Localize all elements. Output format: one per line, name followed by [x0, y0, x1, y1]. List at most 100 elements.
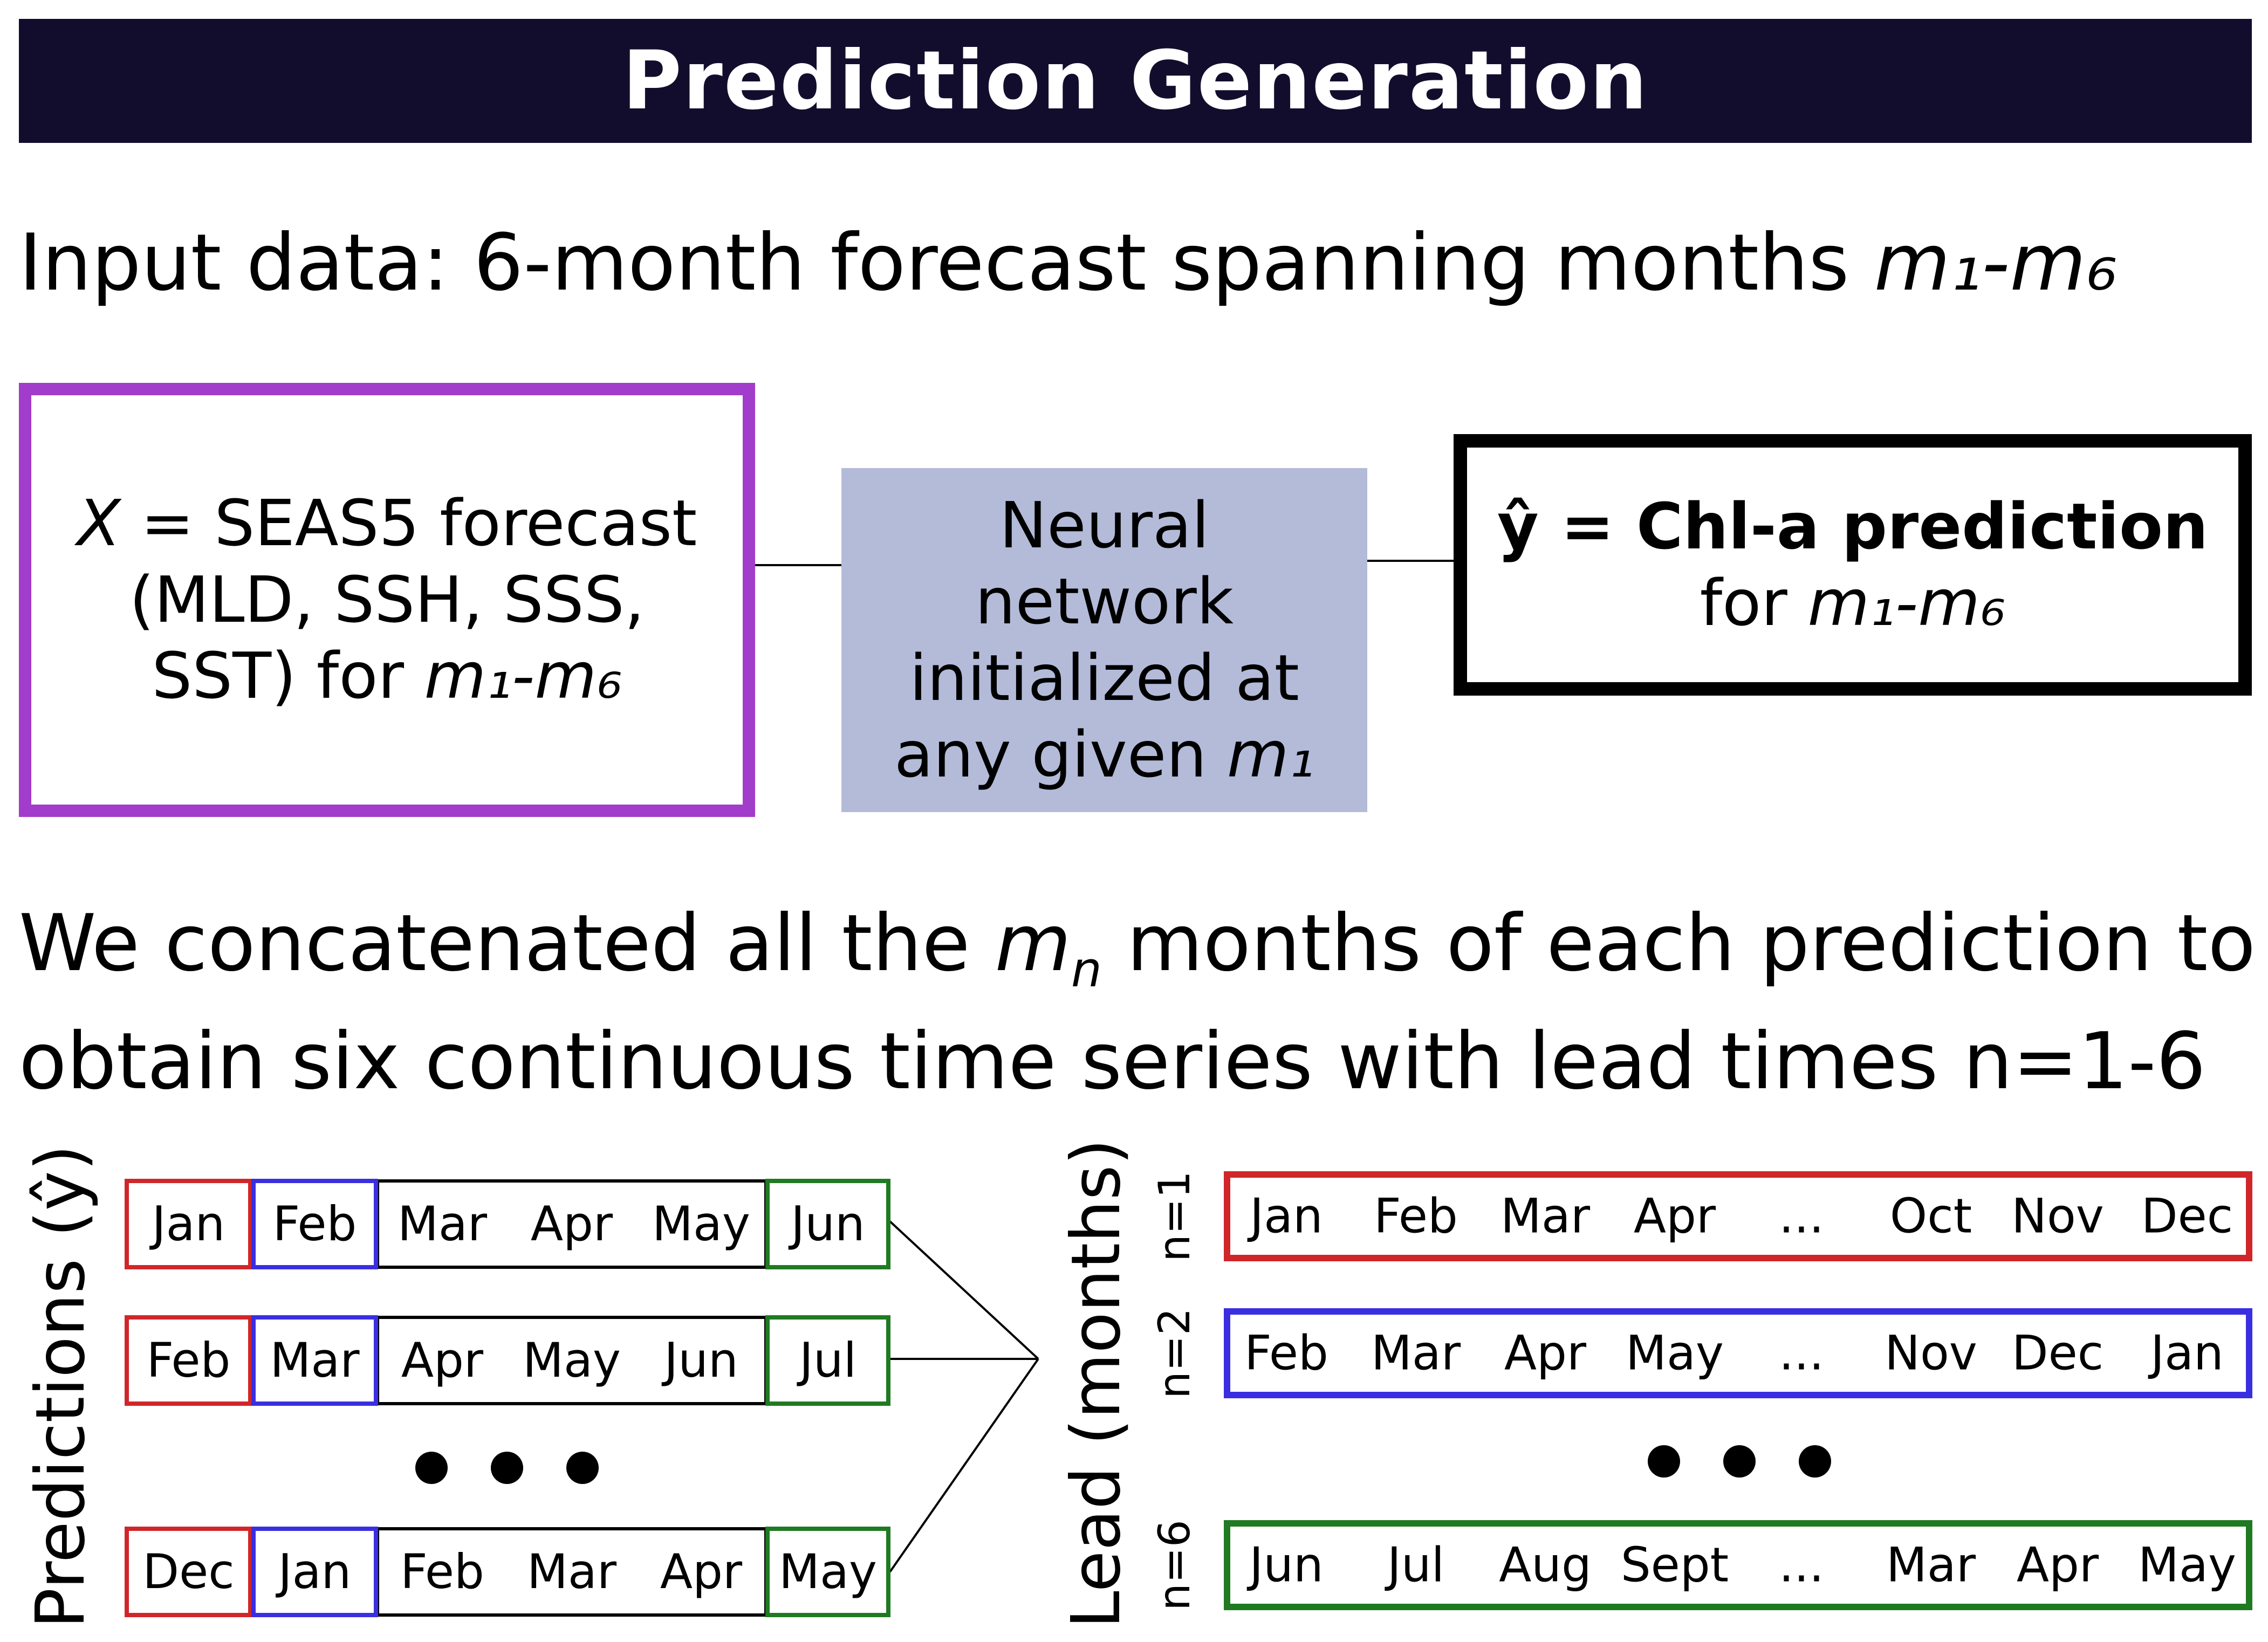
lead-month-label: Jun [1246, 1537, 1324, 1593]
prediction-month-box [251, 1527, 378, 1617]
prediction-month-box [765, 1315, 890, 1406]
prediction-month-label: Apr [531, 1196, 613, 1252]
prediction-row: Dec Jan Feb Mar Apr May [125, 1527, 890, 1617]
prediction-month-label: Jul [797, 1332, 857, 1388]
lead-label: n=6 [1149, 1520, 1200, 1611]
prediction-month-box [251, 1315, 378, 1406]
nn-box-m1: m₁ [1226, 717, 1315, 792]
lead-month-label: ... [1779, 1325, 1824, 1381]
prediction-month-label: Jun [661, 1332, 738, 1388]
lead-month-label: Feb [1244, 1325, 1328, 1381]
concat-description: We concatenated all the mn months of eac… [19, 898, 2256, 1108]
input-var-x: X [77, 486, 121, 561]
prediction-row: Jan Feb Mar Apr May Jun [125, 1179, 890, 1269]
lead-series-box [1224, 1520, 2252, 1610]
lead-month-label: Apr [2017, 1537, 2099, 1593]
prediction-row: Feb Mar Apr May Jun Jul [125, 1315, 890, 1406]
fan-line-1 [889, 1220, 1039, 1360]
ellipsis-dot [566, 1452, 599, 1484]
prediction-rows: Jan Feb Mar Apr May Jun Feb Mar Apr May Jun Jul Dec J… [125, 1179, 890, 1617]
lead-month-label: Dec [2012, 1325, 2103, 1381]
input-month-range: m₁-m₆ [1874, 217, 2118, 308]
prediction-month-label: Feb [147, 1332, 231, 1388]
lead-month-label: Mar [1371, 1325, 1461, 1381]
ellipsis-dot [491, 1452, 523, 1484]
lead-month-label: ... [1779, 1537, 1824, 1593]
page-title: Prediction Generation [622, 34, 1649, 128]
lead-month-label: Nov [1885, 1325, 1977, 1381]
prediction-month-label: Dec [142, 1544, 234, 1599]
nn-box-line1: Neural [999, 487, 1210, 562]
ellipsis-dot [1799, 1445, 1831, 1478]
input-box-line1: = SEAS5 forecast [120, 486, 697, 561]
prediction-month-label: Mar [527, 1544, 617, 1599]
concat-part1: We concatenated all the [19, 898, 995, 989]
output-box-line1: ŷ = Chl-a prediction [1497, 489, 2209, 564]
lead-label: n=2 [1149, 1308, 1200, 1399]
input-box-range: m₁-m₆ [424, 638, 622, 713]
prediction-month-label: May [652, 1196, 750, 1252]
output-box-range: m₁-m₆ [1807, 565, 2006, 640]
lead-month-label: Jan [2148, 1325, 2224, 1381]
lead-month-label: May [2138, 1537, 2236, 1593]
prediction-month-label: May [779, 1544, 877, 1599]
prediction-month-label: Apr [660, 1544, 743, 1599]
lead-series-rows: n=1 Jan Feb Mar Apr... Oct Nov Dec n=2 Feb Mar Apr M… [1149, 1171, 2252, 1611]
input-box: X = SEAS5 forecast (MLD, SSH, SSS, SST) … [19, 383, 755, 817]
nn-box-line3: initialized at [909, 641, 1299, 715]
concat-line2: obtain six continuous time series with l… [19, 1016, 2206, 1107]
output-box-line2: for [1700, 565, 1808, 640]
lead-month-label: Apr [1634, 1188, 1716, 1244]
prediction-month-label: Apr [401, 1332, 484, 1388]
input-box-line2: (MLD, SSH, SSS, [129, 562, 645, 637]
predictions-axis-label: Predictions (ŷ) [22, 1145, 100, 1629]
lead-series-box [1224, 1308, 2252, 1398]
prediction-month-label: Mar [270, 1332, 360, 1388]
output-box: ŷ = Chl-a prediction for m₁-m₆ [1454, 434, 2252, 696]
prediction-month-box [251, 1179, 378, 1269]
lead-month-label: May [1626, 1325, 1724, 1381]
title-banner: Prediction Generation [19, 19, 2252, 143]
prediction-month-box [765, 1527, 890, 1617]
concat-sub: n [1071, 942, 1102, 998]
lead-month-label: Mar [1886, 1537, 1976, 1593]
nn-box-line2: network [975, 564, 1234, 639]
lead-series-row: n=1 Jan Feb Mar Apr... Oct Nov Dec [1149, 1171, 2252, 1262]
lead-month-label: Apr [1504, 1325, 1587, 1381]
lead-month-label: Jan [1247, 1188, 1323, 1244]
lead-month-label: ... [1779, 1188, 1824, 1244]
prediction-month-label: Jun [788, 1196, 865, 1252]
prediction-month-box [125, 1315, 252, 1406]
neural-network-box: Neural network initialized at any given … [841, 468, 1367, 812]
input-description: Input data: 6-month forecast spanning mo… [19, 224, 2118, 302]
prediction-month-box [125, 1527, 252, 1617]
concat-m: m [995, 898, 1071, 989]
ellipsis-dot [415, 1452, 448, 1484]
lead-month-label: Aug [1499, 1537, 1592, 1593]
prediction-month-box [125, 1179, 252, 1269]
lead-month-label: Oct [1890, 1188, 1972, 1244]
ellipsis-dot [1648, 1445, 1680, 1478]
prediction-month-label: Jan [276, 1544, 352, 1599]
lead-series-row: n=6 Jun Jul Aug Sept... Mar Apr May [1149, 1520, 2252, 1611]
lead-month-label: Mar [1500, 1188, 1591, 1244]
lead-series-box [1224, 1171, 2252, 1261]
lead-label: n=1 [1149, 1171, 1200, 1262]
lead-month-label: Dec [2141, 1188, 2233, 1244]
prediction-month-label: Jan [149, 1196, 225, 1252]
lead-month-label: Feb [1374, 1188, 1458, 1244]
ellipsis-dot [1723, 1445, 1756, 1478]
nn-box-line4: any given [894, 717, 1227, 792]
concat-part2: months of each prediction to [1101, 898, 2256, 989]
fan-line-3 [889, 1358, 1039, 1573]
prediction-month-label: May [523, 1332, 621, 1388]
lead-month-label: Jul [1385, 1537, 1444, 1593]
lead-month-label: Sept [1621, 1537, 1729, 1593]
prediction-month-box [765, 1179, 890, 1269]
lead-series-row: n=2 Feb Mar Apr May... Nov Dec Jan [1149, 1308, 2252, 1399]
input-box-line3: SST) for [152, 638, 424, 713]
input-description-text: Input data: 6-month forecast spanning mo… [19, 217, 1874, 308]
lead-month-label: Nov [2011, 1188, 2104, 1244]
lead-axis-label: Lead (months) [1057, 1139, 1135, 1629]
